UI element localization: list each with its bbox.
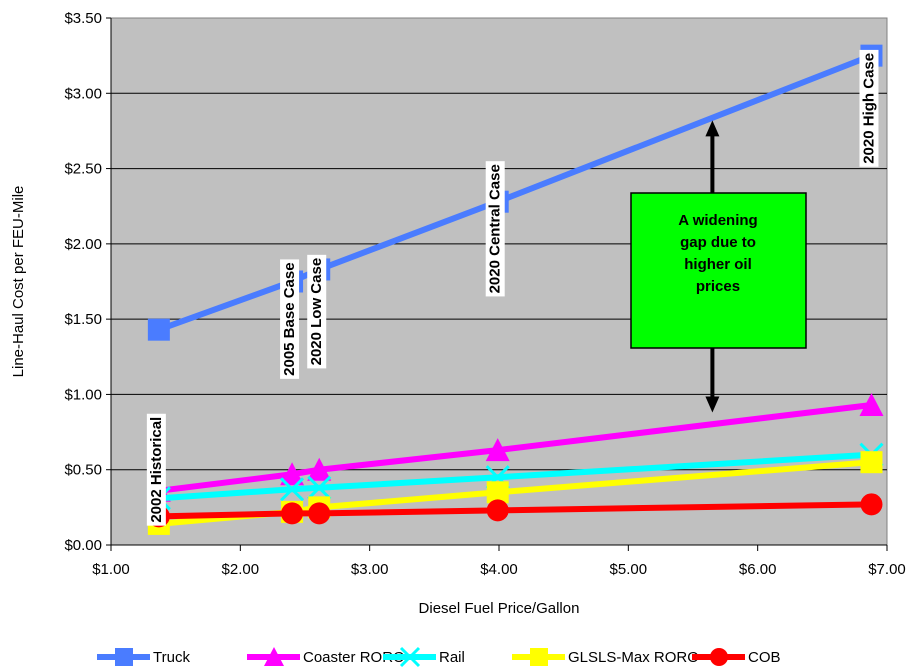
- legend-label: Coaster RORO: [303, 649, 405, 666]
- case-label-background: [280, 259, 300, 379]
- data-point: [859, 392, 884, 416]
- legend-label: Truck: [153, 649, 190, 666]
- legend-layer: Truck Coaster RORO Rail GLSLS-Max RORO COB: [97, 646, 781, 668]
- legend-swatch-marker: [115, 648, 133, 666]
- y-tick-label: $2.00: [64, 236, 102, 253]
- callout-text: higher oil: [684, 256, 752, 273]
- callout-box: [630, 192, 807, 349]
- callout-text: A widening: [678, 212, 757, 229]
- x-tick-label: $4.00: [480, 561, 518, 578]
- y-tick-label: $0.50: [64, 462, 102, 479]
- axes-layer: $0.00 $0.50 $1.00 $1.50 $2.00 $2.50 $3.00 $3.50…: [10, 10, 906, 617]
- y-tick-label: $1.00: [64, 386, 102, 403]
- data-point: [308, 502, 331, 525]
- y-tick-label: $3.50: [64, 10, 102, 27]
- case-label: 2020 Low Case: [308, 258, 325, 366]
- legend-swatch-marker: [399, 646, 421, 668]
- data-point: [860, 493, 883, 516]
- case-label-group: 2002 Historical: [146, 413, 166, 526]
- arrow-down-head: [705, 396, 720, 413]
- case-label-background: [307, 254, 327, 369]
- data-point: [281, 502, 304, 525]
- y-tick-label: $1.50: [64, 311, 102, 328]
- y-tick-label: $2.50: [64, 161, 102, 178]
- case-label-group: 2020 Central Case: [485, 161, 505, 297]
- x-tick-label: $5.00: [610, 561, 648, 578]
- data-point: [485, 438, 510, 462]
- case-label: 2005 Base Case: [281, 262, 298, 375]
- x-tick-label: $7.00: [868, 561, 906, 578]
- x-tick-label: $2.00: [222, 561, 260, 578]
- case-label-group: 2020 Low Case: [307, 254, 327, 369]
- case-label-group: 2020 High Case: [859, 49, 879, 167]
- legend-label: COB: [748, 649, 781, 666]
- data-point: [860, 451, 883, 474]
- x-axis-title: Diesel Fuel Price/Gallon: [419, 600, 580, 617]
- y-tick-label: $3.00: [64, 85, 102, 102]
- data-point: [486, 499, 509, 522]
- data-point: [307, 457, 332, 481]
- x-tick-label: $6.00: [739, 561, 777, 578]
- arrow-up-head: [705, 120, 720, 137]
- data-point: [307, 475, 332, 500]
- case-label-background: [859, 49, 879, 167]
- legend-swatch-marker: [264, 647, 284, 666]
- legend-label: GLSLS-Max RORO: [568, 649, 699, 666]
- case-label-background: [485, 161, 505, 297]
- data-point: [280, 462, 305, 486]
- legend-swatch-marker: [710, 648, 728, 666]
- x-tick-label: $3.00: [351, 561, 389, 578]
- y-axis-title: Line-Haul Cost per FEU-Mile: [10, 186, 27, 378]
- data-point: [147, 318, 170, 341]
- case-label: 2020 Central Case: [487, 164, 504, 293]
- legend-label: Rail: [439, 649, 465, 666]
- case-label-background: [146, 413, 166, 526]
- case-label-group: 2005 Base Case: [280, 259, 300, 379]
- callout-text: prices: [696, 278, 740, 295]
- x-tick-label: $1.00: [92, 561, 130, 578]
- callout-text: gap due to: [680, 234, 756, 251]
- data-point: [486, 481, 509, 504]
- data-point: [280, 477, 305, 502]
- case-label: 2002 Historical: [148, 417, 165, 523]
- annotation-layer: 2002 Historical 2005 Base Case 2020 Low Ca…: [146, 49, 879, 526]
- legend-swatch-marker: [530, 648, 548, 666]
- case-label: 2020 High Case: [860, 53, 877, 164]
- y-tick-label: $0.00: [64, 537, 102, 554]
